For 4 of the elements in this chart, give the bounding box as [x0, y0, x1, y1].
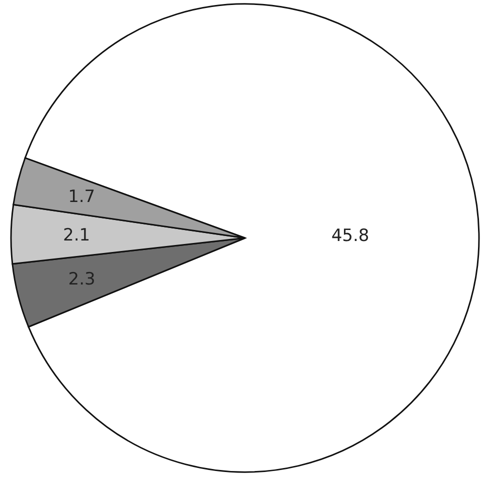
- data-label: 45.8: [331, 226, 370, 246]
- data-label: 2.1: [63, 225, 90, 246]
- data-label: 2.3: [68, 270, 96, 290]
- data-label: 1.7: [68, 186, 96, 207]
